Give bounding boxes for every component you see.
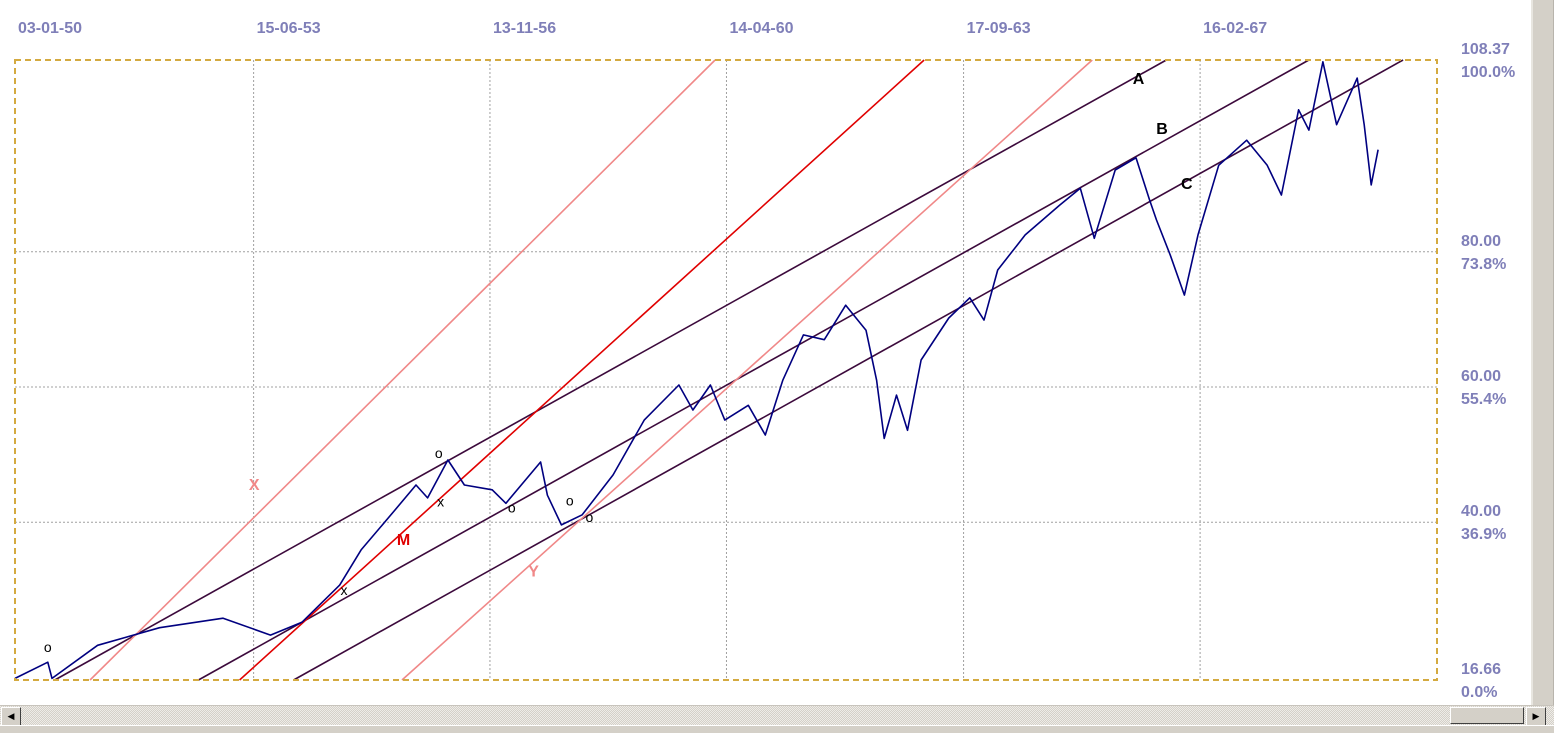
trendlines (54, 59, 1404, 681)
trendline-x (89, 59, 716, 681)
trendline-b (198, 59, 1310, 681)
x-tick-label: 03-01-50 (18, 20, 82, 37)
scroll-thumb[interactable] (1450, 707, 1524, 724)
price-line (14, 60, 1379, 680)
scroll-left-button[interactable]: ◀ (1, 707, 21, 726)
y-tick-value: 16.66 (1461, 661, 1501, 678)
y-tick-percent: 36.9% (1461, 526, 1506, 543)
annotation-label: x (341, 582, 348, 598)
horizontal-scrollbar[interactable]: ◀ ▶ (0, 705, 1554, 726)
annotation-label: C (1181, 176, 1193, 193)
x-tick-label: 13-11-56 (493, 20, 556, 37)
y-tick-percent: 0.0% (1461, 684, 1497, 701)
x-tick-label: 14-04-60 (729, 20, 793, 37)
annotation-label: A (1133, 71, 1145, 88)
y-tick-percent: 55.4% (1461, 391, 1506, 408)
plot-frame (14, 59, 1438, 681)
y-tick-value: 108.37 (1461, 41, 1510, 58)
trendline-c (293, 59, 1404, 681)
y-tick-percent: 100.0% (1461, 64, 1515, 81)
y-tick-value: 60.00 (1461, 368, 1501, 385)
trendline-a (54, 59, 1167, 681)
annotation-label: o (508, 500, 516, 516)
grid (15, 60, 1437, 680)
trendline-m (239, 59, 925, 681)
arrow-left-icon: ◀ (7, 711, 15, 721)
x-tick-label: 16-02-67 (1203, 20, 1267, 37)
annotation-label: o (566, 492, 574, 508)
status-strip (0, 725, 1554, 733)
x-tick-label: 15-06-53 (257, 20, 321, 37)
y-tick-value: 80.00 (1461, 233, 1501, 250)
annotation-label: o (435, 445, 443, 461)
vertical-scrollbar[interactable] (1530, 0, 1554, 705)
y-tick-percent: 73.8% (1461, 256, 1506, 273)
annotation-label: Y (528, 563, 539, 580)
x-tick-labels: 03-01-50 15-06-53 13-11-56 14-04-60 17-09-63… (18, 20, 1267, 37)
annotation-label: B (1156, 121, 1168, 138)
y-tick-value: 40.00 (1461, 503, 1501, 520)
x-tick-label: 17-09-63 (967, 20, 1031, 37)
trendline-y (401, 59, 1093, 681)
annotation-label: x (437, 494, 444, 510)
scroll-right-button[interactable]: ▶ (1526, 707, 1546, 726)
arrow-right-icon: ▶ (1532, 711, 1540, 721)
annotation-label: X (249, 477, 260, 494)
annotation-label: o (586, 509, 594, 525)
price-series (14, 60, 1379, 680)
annotation-label: o (44, 639, 52, 655)
y-tick-labels: 108.37 100.0% 80.00 73.8% 60.00 55.4% 40.00 36.… (1461, 41, 1515, 701)
annotation-label: M (397, 532, 410, 549)
